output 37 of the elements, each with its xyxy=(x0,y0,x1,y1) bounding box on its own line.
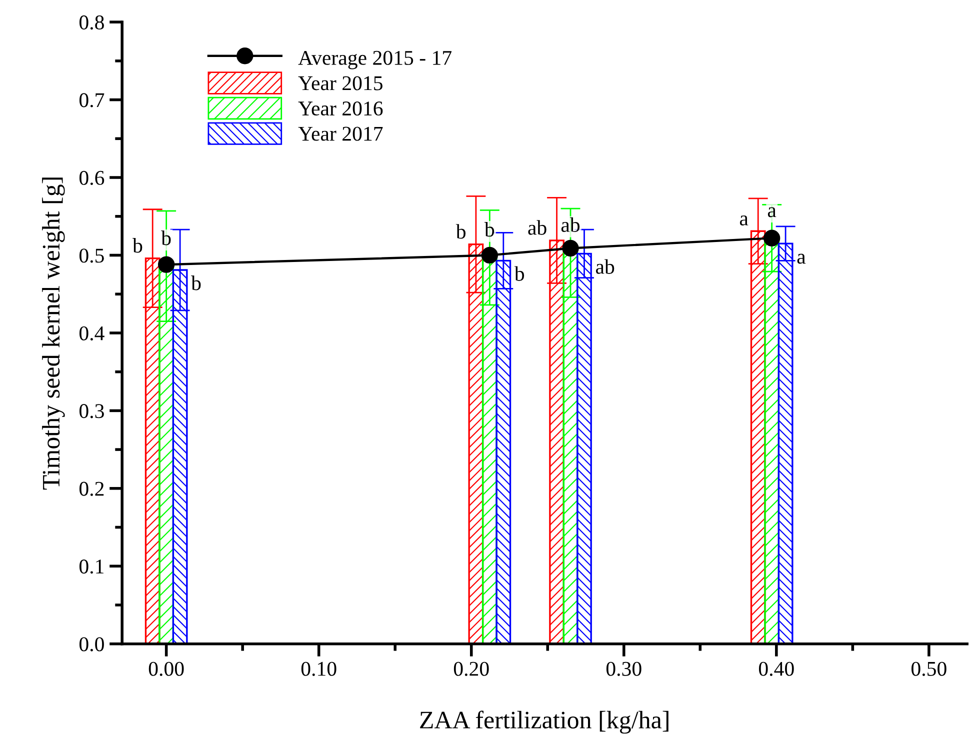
point xyxy=(481,246,498,264)
point xyxy=(764,230,780,246)
data-label: ab xyxy=(561,217,580,232)
y-tick-label: 0.0 xyxy=(79,637,104,652)
data-label: a xyxy=(768,207,776,218)
x-tick-label: 0.10 xyxy=(301,662,336,676)
y-tick-label: 0.2 xyxy=(79,482,104,496)
legend-label: Average 2015 - 17 xyxy=(298,50,452,70)
point xyxy=(158,256,175,273)
y-tick-label: 0.3 xyxy=(79,404,104,418)
y-tick-label: 0.1 xyxy=(79,560,104,574)
x-axis-title: ZAA fertilization [kg/ha] xyxy=(420,710,668,734)
data-label: b xyxy=(132,238,142,253)
data-label: b xyxy=(484,222,494,237)
data-label: b xyxy=(161,230,171,246)
data-label: a xyxy=(740,216,748,226)
data-label: ab xyxy=(596,259,614,274)
legend-label: Year 2016 xyxy=(298,101,383,116)
y-axis-title: Timothy seed kernel weight [g] xyxy=(42,178,65,490)
y-tick-label: 0.7 xyxy=(79,93,104,108)
data-label: a xyxy=(797,254,806,264)
y-tick-label: 0.6 xyxy=(79,170,104,186)
point xyxy=(562,240,579,257)
y-tick-label: 0.8 xyxy=(79,15,104,30)
y-tick-label: 0.5 xyxy=(79,248,104,263)
x-tick-label: 0.20 xyxy=(454,662,489,676)
y-tick-label: 0.4 xyxy=(79,326,104,340)
data-label: b xyxy=(191,276,201,290)
legend-label: Year 2017 xyxy=(298,126,383,141)
data-label: ab xyxy=(528,220,546,235)
data-label: b xyxy=(514,266,524,281)
data-label: b xyxy=(456,224,466,239)
x-tick-label: 0.00 xyxy=(148,662,184,676)
x-tick-label: 0.50 xyxy=(911,662,946,676)
x-tick-label: 0.30 xyxy=(606,662,642,676)
x-tick-label: 0.40 xyxy=(758,662,794,676)
legend-label: Year 2015 xyxy=(298,76,382,90)
